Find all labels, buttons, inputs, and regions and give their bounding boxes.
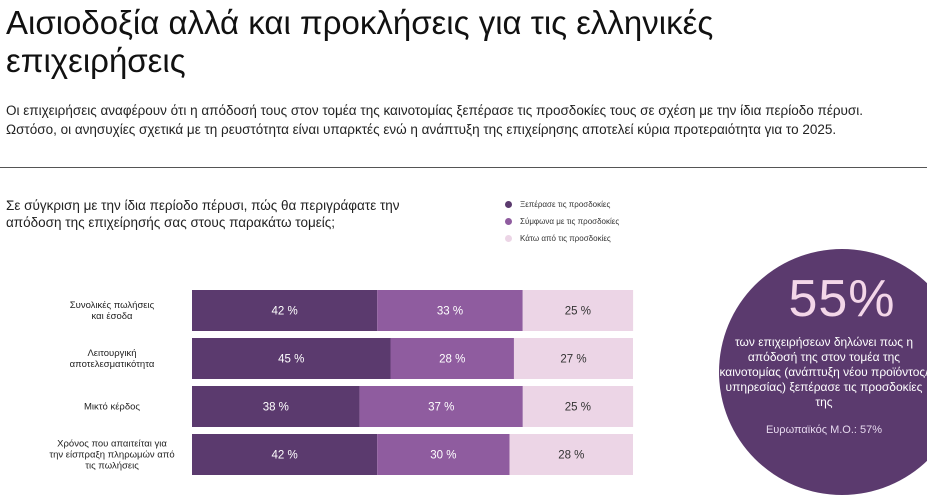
data-label: 37 %	[428, 402, 454, 414]
data-label: 27 %	[560, 354, 586, 366]
callout-value: 55%	[788, 270, 896, 328]
data-label: 25 %	[565, 402, 591, 414]
chart-question: Σε σύγκριση με την ίδια περίοδο πέρυσι, …	[6, 198, 400, 230]
category-label: Συνολικές πωλήσεις και έσοδα	[70, 300, 155, 322]
data-label: 25 %	[565, 306, 591, 318]
legend-item-met: Σύμφωνα με τις προσδοκίες	[505, 213, 619, 230]
legend-item-below: Κάτω από τις προσδοκίες	[505, 230, 619, 247]
data-label: 42 %	[271, 306, 297, 318]
legend-swatch	[505, 218, 512, 225]
category-label: Χρόνος που απαιτείται για την είσπραξη πλ…	[49, 439, 174, 472]
data-label: 45 %	[278, 354, 304, 366]
legend-label: Κάτω από τις προσδοκίες	[520, 234, 611, 243]
legend-label: Σύμφωνα με τις προσδοκίες	[520, 217, 620, 226]
data-label: 38 %	[263, 402, 289, 414]
bar-segment	[377, 434, 510, 475]
callout-eu-average: Ευρωπαϊκός Μ.Ο.: 57%	[765, 424, 883, 436]
bar-segment	[192, 434, 378, 475]
data-label: 42 %	[271, 450, 297, 462]
bar-segment	[192, 338, 391, 379]
legend-swatch	[505, 201, 512, 208]
bar-segment	[522, 290, 634, 331]
bar-segment	[377, 290, 523, 331]
callout-text: των επιχειρήσεων δηλώνει πως η απόδοσή τ…	[719, 335, 927, 409]
legend-swatch	[505, 235, 512, 242]
legend-item-exceeded: Ξεπέρασε τις προσδοκίες	[505, 196, 619, 213]
intro-paragraph: Οι επιχειρήσεις αναφέρουν ότι η απόδοσή …	[6, 103, 863, 137]
legend-label: Ξεπέρασε τις προσδοκίες	[520, 200, 611, 209]
divider	[0, 167, 927, 168]
bar-segment	[192, 290, 378, 331]
bar-segment	[522, 386, 634, 427]
bar-segment	[359, 386, 523, 427]
category-label: Μικτό κέρδος	[84, 402, 140, 413]
page-title: Αισιοδοξία αλλά και προκλήσεις για τις ε…	[6, 4, 714, 79]
bar-segment	[509, 434, 633, 475]
data-label: 30 %	[430, 450, 456, 462]
bar-segment	[192, 386, 360, 427]
data-label: 33 %	[437, 306, 463, 318]
data-label: 28 %	[558, 450, 584, 462]
chart-legend: Ξεπέρασε τις προσδοκίες Σύμφωνα με τις π…	[505, 196, 619, 247]
stacked-bar-chart: Συνολικές πωλήσεις και έσοδα 42 % 33 % 25 % Λ…	[49, 290, 634, 475]
data-label: 28 %	[439, 354, 465, 366]
innovation-callout: 55% των επιχειρήσεων δηλώνει πως η απόδο…	[719, 249, 927, 495]
bar-segment	[390, 338, 514, 379]
bar-segment	[513, 338, 633, 379]
category-label: Λειτουργική αποτελεσματικότητα	[70, 348, 155, 370]
